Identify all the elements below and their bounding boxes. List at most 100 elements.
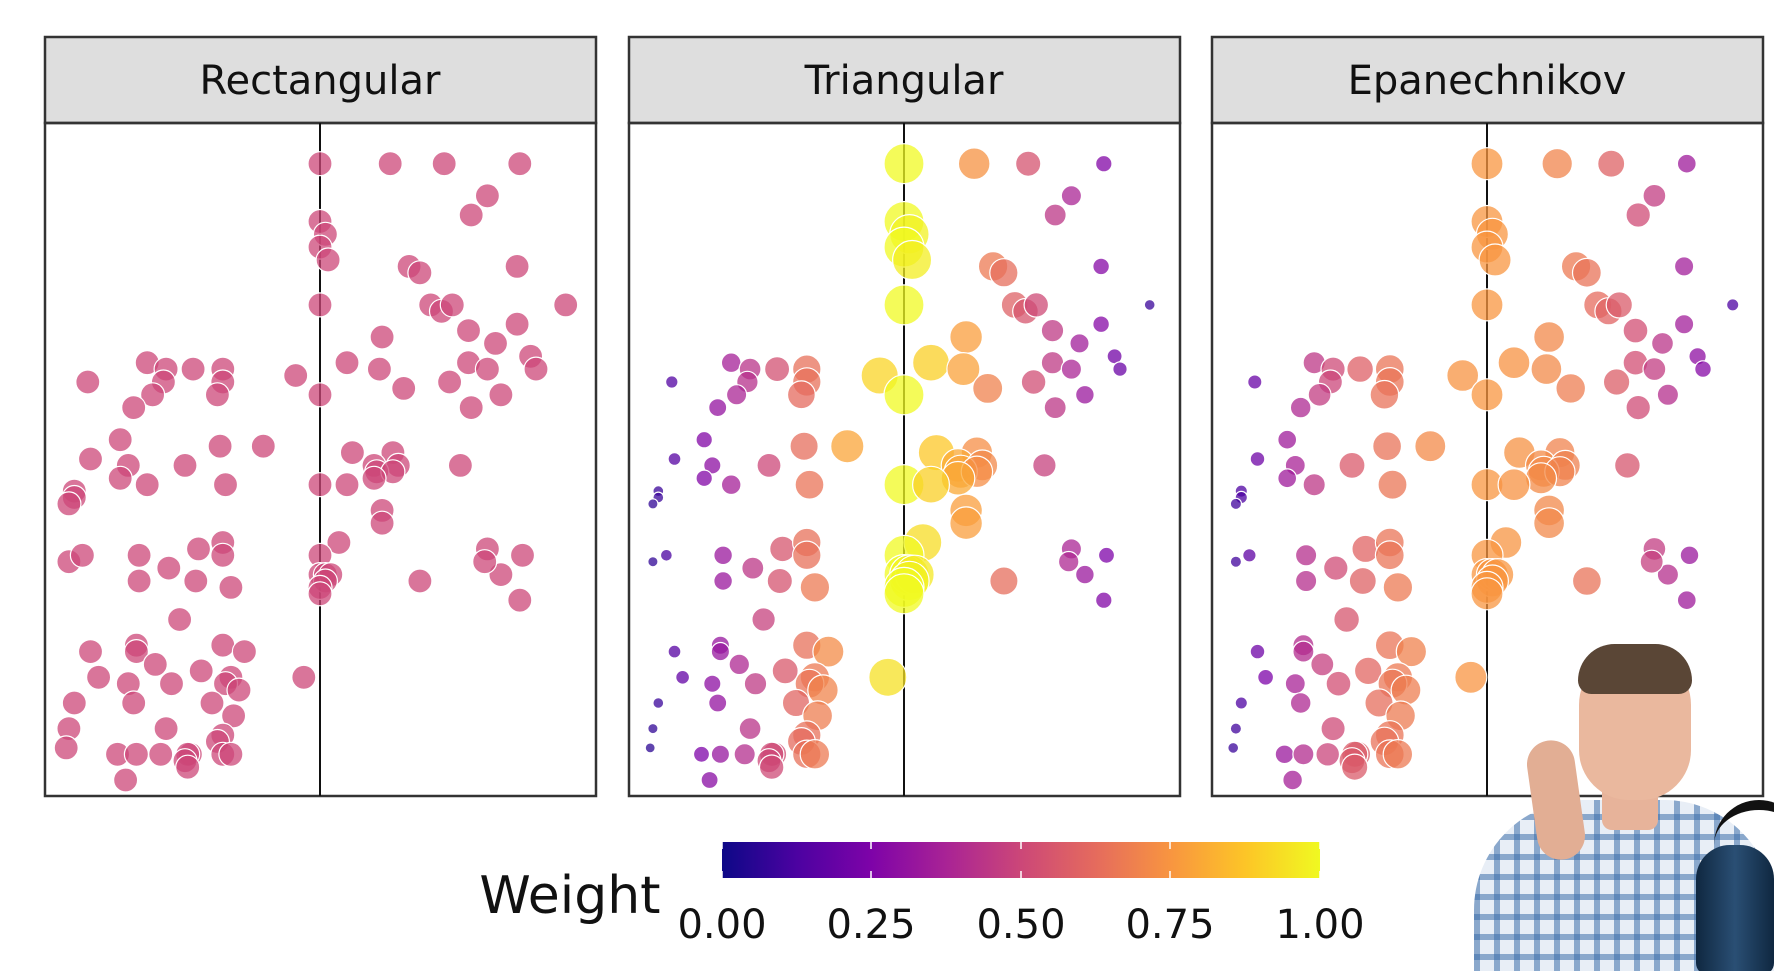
facet-title-triangular: Triangular bbox=[804, 58, 1004, 104]
points-layer bbox=[53, 151, 579, 793]
data-point bbox=[769, 535, 796, 563]
data-point bbox=[1032, 453, 1057, 478]
data-point bbox=[883, 143, 925, 185]
data-point bbox=[1395, 635, 1428, 668]
points-layer bbox=[1227, 147, 1740, 791]
data-point bbox=[1622, 317, 1649, 344]
data-point bbox=[1289, 692, 1312, 714]
data-point bbox=[126, 568, 152, 594]
data-point bbox=[1446, 359, 1480, 393]
data-point bbox=[212, 472, 239, 498]
data-point bbox=[766, 567, 794, 595]
data-point bbox=[369, 324, 395, 350]
data-point bbox=[437, 369, 463, 395]
data-point bbox=[667, 644, 682, 659]
data-point bbox=[647, 498, 659, 510]
data-point bbox=[1282, 769, 1303, 791]
data-point bbox=[700, 770, 719, 790]
data-point bbox=[647, 722, 659, 735]
data-point bbox=[667, 452, 682, 467]
data-point bbox=[307, 382, 333, 408]
data-point bbox=[949, 320, 983, 354]
data-point bbox=[659, 548, 673, 562]
data-point bbox=[708, 693, 728, 713]
data-point bbox=[455, 318, 482, 344]
data-point bbox=[553, 292, 579, 318]
data-point bbox=[334, 472, 360, 498]
data-point bbox=[1095, 591, 1113, 609]
data-point bbox=[1613, 452, 1641, 479]
data-point bbox=[1602, 368, 1631, 396]
facet-triangular: Triangular bbox=[627, 35, 1182, 798]
data-point bbox=[972, 372, 1004, 404]
data-point bbox=[1020, 369, 1047, 395]
data-point bbox=[830, 429, 865, 464]
data-point bbox=[1382, 572, 1414, 603]
data-point bbox=[1414, 430, 1447, 463]
data-point bbox=[1040, 318, 1065, 343]
data-point bbox=[1074, 384, 1095, 405]
data-point bbox=[369, 510, 395, 536]
data-point bbox=[1323, 555, 1349, 581]
data-point bbox=[69, 542, 96, 568]
data-point bbox=[307, 581, 333, 607]
data-point bbox=[207, 433, 233, 459]
data-point bbox=[763, 356, 791, 383]
data-point bbox=[1725, 298, 1740, 312]
data-point bbox=[204, 382, 230, 408]
data-point bbox=[1277, 468, 1298, 489]
data-point bbox=[507, 587, 533, 613]
data-point bbox=[391, 375, 417, 401]
data-point bbox=[458, 202, 484, 228]
data-point bbox=[231, 638, 257, 665]
data-point bbox=[1060, 358, 1083, 380]
data-point bbox=[75, 369, 101, 395]
data-point bbox=[112, 767, 139, 793]
data-point bbox=[1095, 154, 1113, 173]
data-point bbox=[1497, 468, 1531, 502]
data-point bbox=[307, 292, 333, 318]
facet-rectangular: Rectangular bbox=[43, 35, 598, 798]
data-point bbox=[1040, 350, 1065, 375]
data-point bbox=[786, 380, 816, 410]
data-point bbox=[1642, 357, 1667, 382]
data-point bbox=[1530, 353, 1563, 386]
data-point bbox=[1292, 640, 1315, 663]
facet-strip bbox=[1210, 35, 1765, 125]
data-point bbox=[695, 469, 713, 488]
data-point bbox=[799, 572, 831, 603]
data-point bbox=[1353, 656, 1383, 686]
data-point bbox=[474, 183, 500, 209]
data-point bbox=[1242, 547, 1257, 563]
legend-tick: 0.50 bbox=[976, 902, 1065, 948]
data-point bbox=[911, 465, 950, 504]
data-point bbox=[1625, 394, 1651, 421]
data-point bbox=[1227, 741, 1240, 754]
data-point bbox=[77, 446, 104, 472]
data-point bbox=[741, 556, 765, 580]
data-point bbox=[291, 664, 317, 690]
data-point bbox=[1069, 333, 1090, 354]
data-point bbox=[1234, 696, 1249, 710]
data-point bbox=[1277, 429, 1298, 450]
data-point bbox=[188, 658, 214, 684]
data-point bbox=[107, 465, 133, 491]
data-point bbox=[53, 735, 79, 761]
data-point bbox=[1676, 153, 1697, 174]
data-point bbox=[791, 540, 822, 571]
data-point bbox=[439, 292, 465, 318]
data-point bbox=[692, 745, 711, 763]
data-point bbox=[407, 568, 433, 594]
data-point bbox=[123, 741, 149, 767]
data-point bbox=[703, 456, 722, 475]
data-point bbox=[794, 469, 825, 500]
data-point bbox=[1294, 569, 1318, 593]
data-point bbox=[307, 472, 333, 498]
data-point bbox=[307, 151, 333, 177]
data-point bbox=[61, 690, 87, 716]
data-point bbox=[1346, 355, 1374, 384]
data-point bbox=[1249, 643, 1266, 660]
data-point bbox=[472, 549, 498, 575]
data-point bbox=[1639, 549, 1664, 574]
data-point bbox=[868, 657, 908, 697]
